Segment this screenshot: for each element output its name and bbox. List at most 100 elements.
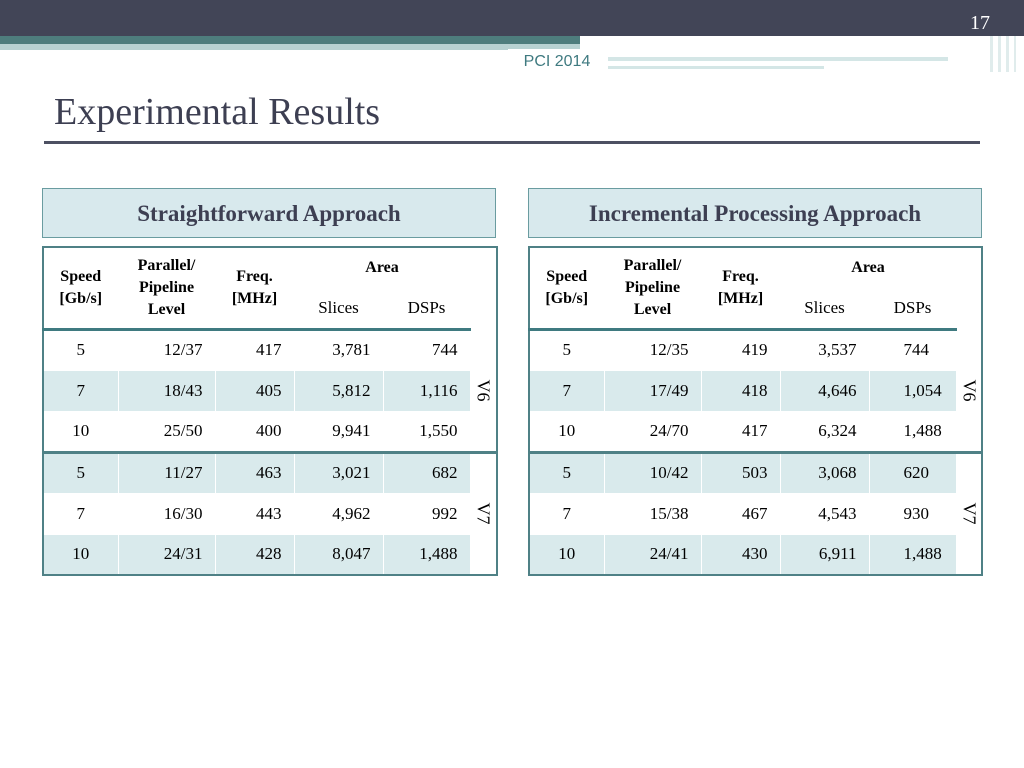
group-label-text: V6: [473, 379, 494, 401]
header-speed: Speed [Gb/s]: [528, 246, 605, 331]
header-slices: Slices: [293, 287, 384, 331]
title-divider: [44, 141, 980, 144]
header-freq: Freq. [MHz]: [214, 246, 295, 331]
results-table-left: Speed [Gb/s] Parallel/ Pipeline Level Freq…: [42, 246, 498, 576]
group-label-v6: V6: [469, 328, 498, 453]
group-label-text: V7: [959, 502, 980, 525]
table-cell: 5: [42, 450, 119, 494]
table-cell: 5: [528, 328, 605, 371]
table-cell: 419: [700, 328, 781, 371]
table-cell: 11/27: [117, 450, 216, 494]
table-cell: 992: [382, 492, 471, 535]
table-cell: 744: [382, 328, 471, 371]
table-cell: 467: [700, 492, 781, 535]
accent-stripe-light: [0, 44, 1024, 50]
group-label-text: V6: [959, 379, 980, 401]
table-row: 7 18/43 405 5,812 1,116: [42, 369, 497, 412]
table-row: 5 12/37 417 3,781 744 V6: [42, 328, 498, 453]
group-label-v7: V7: [955, 450, 983, 576]
table-cell: 503: [700, 450, 781, 494]
table-cell: 10: [42, 410, 119, 453]
header-slices: Slices: [779, 287, 870, 331]
accent-stripe: [0, 36, 1024, 44]
table-cell: 24/70: [603, 410, 702, 453]
table-cell: 3,781: [293, 328, 384, 371]
table-cell: 405: [214, 369, 295, 412]
table-row: 10 25/50 400 9,941 1,550: [42, 410, 497, 453]
header-speed: Speed [Gb/s]: [42, 246, 119, 331]
table-cell: 1,054: [868, 369, 957, 412]
table-row: 7 15/38 467 4,543 930: [528, 492, 982, 535]
group-label-v7: V7: [469, 450, 498, 576]
header-blank: [955, 246, 983, 330]
decor-line: [608, 66, 824, 69]
top-bar: [0, 0, 1024, 36]
header-area: Area: [779, 246, 957, 289]
table-cell: 15/38: [603, 492, 702, 535]
conference-tag: PCI 2014: [508, 49, 606, 73]
table-row: 7 16/30 443 4,962 992: [42, 492, 497, 535]
header-blank: [469, 246, 498, 330]
table-cell: 4,543: [779, 492, 870, 535]
table-cell: 682: [382, 450, 471, 494]
table-cell: 1,488: [868, 533, 957, 576]
header-freq: Freq. [MHz]: [700, 246, 781, 331]
table-cell: 620: [868, 450, 957, 494]
table-cell: 930: [868, 492, 957, 535]
table-cell: 1,488: [382, 533, 471, 576]
table-cell: 7: [42, 492, 119, 535]
table-cell: 18/43: [117, 369, 216, 412]
page-title: Experimental Results: [54, 91, 381, 133]
group-label-text: V7: [473, 502, 494, 525]
table-cell: 463: [214, 450, 295, 494]
table-cell: 428: [214, 533, 295, 576]
table-cell: 7: [528, 369, 605, 412]
table-row: 10 24/31 428 8,047 1,488: [42, 533, 497, 576]
table-cell: 400: [214, 410, 295, 453]
table-cell: 10/42: [603, 450, 702, 494]
table-cell: 744: [868, 328, 957, 371]
table-cell: 418: [700, 369, 781, 412]
table-cell: 10: [42, 533, 119, 576]
table-row: 10 24/41 430 6,911 1,488: [528, 533, 982, 576]
table-row: 5 10/42 503 3,068 620 V7: [528, 450, 983, 576]
table-cell: 6,911: [779, 533, 870, 576]
table-row: 5 12/35 419 3,537 744 V6: [528, 328, 983, 453]
table-row: 10 24/70 417 6,324 1,488: [528, 410, 982, 453]
table-cell: 25/50: [117, 410, 216, 453]
table-cell: 417: [700, 410, 781, 453]
decor-line: [608, 57, 948, 61]
table-cell: 6,324: [779, 410, 870, 453]
results-table-right: Speed [Gb/s] Parallel/ Pipeline Level Freq…: [528, 246, 983, 576]
table-cell: 10: [528, 410, 605, 453]
table-cell: 3,068: [779, 450, 870, 494]
table-cell: 17/49: [603, 369, 702, 412]
header-dsps: DSPs: [868, 287, 957, 331]
table-cell: 8,047: [293, 533, 384, 576]
header-parallel: Parallel/ Pipeline Level: [117, 246, 216, 331]
table-row: 7 17/49 418 4,646 1,054: [528, 369, 982, 412]
table-cell: 5,812: [293, 369, 384, 412]
table-cell: 7: [528, 492, 605, 535]
table-cell: 24/41: [603, 533, 702, 576]
right-panel-heading: Incremental Processing Approach: [528, 188, 982, 238]
table-cell: 12/35: [603, 328, 702, 371]
table-cell: 9,941: [293, 410, 384, 453]
table-cell: 5: [528, 450, 605, 494]
header-dsps: DSPs: [382, 287, 471, 331]
table-cell: 16/30: [117, 492, 216, 535]
decor-vertical-lines: [990, 36, 1024, 72]
table-cell: 417: [214, 328, 295, 371]
table-cell: 4,646: [779, 369, 870, 412]
table-cell: 12/37: [117, 328, 216, 371]
table-cell: 430: [700, 533, 781, 576]
table-row: 5 11/27 463 3,021 682 V7: [42, 450, 498, 576]
table-cell: 24/31: [117, 533, 216, 576]
left-panel-heading: Straightforward Approach: [42, 188, 496, 238]
table-cell: 3,537: [779, 328, 870, 371]
table-cell: 443: [214, 492, 295, 535]
group-label-v6: V6: [955, 328, 983, 453]
slide-number: 17: [970, 12, 990, 34]
table-cell: 4,962: [293, 492, 384, 535]
table-cell: 1,488: [868, 410, 957, 453]
